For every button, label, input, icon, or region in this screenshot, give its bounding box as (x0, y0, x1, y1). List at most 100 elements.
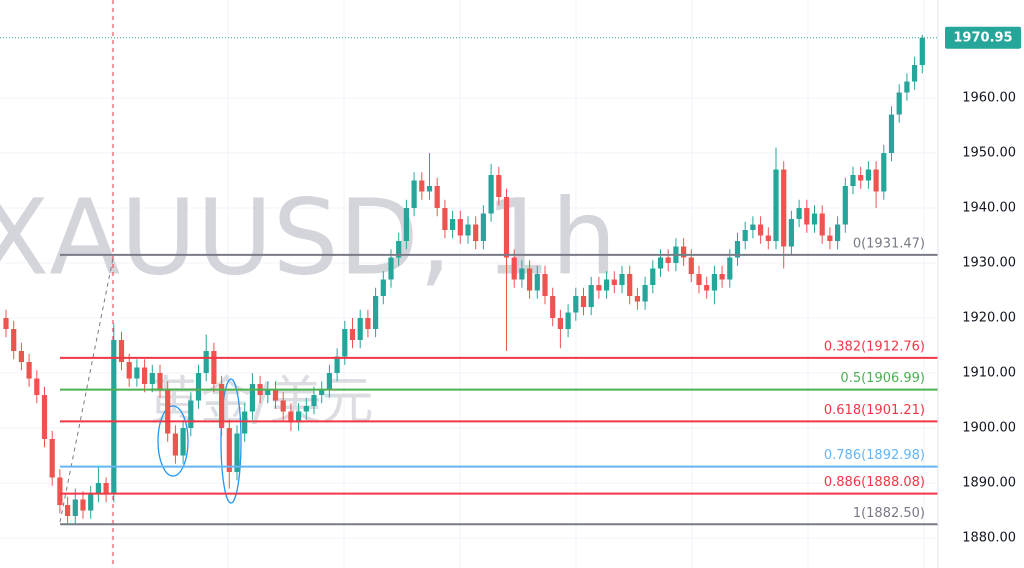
last-price-box (945, 26, 1021, 49)
candle-body (819, 213, 825, 236)
candle-body (411, 180, 417, 209)
y-tick-label: 1920.00 (962, 311, 1016, 326)
candle-body (434, 186, 440, 209)
candle-body (480, 213, 486, 242)
candle-body (781, 169, 787, 247)
candle-body (349, 329, 356, 341)
last-price-label: 1970.95 (953, 30, 1012, 45)
candle-body (734, 241, 741, 258)
candle-body (511, 257, 517, 280)
candle-body (457, 219, 463, 236)
fib-label: 0(1931.47) (853, 236, 925, 251)
highlight-ellipse (220, 378, 242, 504)
candle-body (142, 367, 148, 385)
candle-body (380, 279, 386, 297)
candle-body (711, 274, 717, 291)
candle-body (827, 235, 833, 242)
candle-body (80, 499, 86, 511)
candle-body (580, 296, 587, 308)
candle-body (403, 208, 409, 242)
candle-body (604, 279, 610, 291)
candle-body (919, 37, 925, 66)
candle-body (912, 65, 918, 82)
candle-body (719, 274, 725, 280)
candle-body (788, 219, 794, 247)
y-tick-label: 1890.00 (962, 476, 1016, 491)
candle-body (442, 208, 448, 231)
candle-body (3, 318, 9, 330)
y-tick-label: 1960.00 (962, 91, 1016, 106)
candle-body (242, 411, 248, 434)
candle-body (473, 224, 479, 242)
candle-body (103, 483, 109, 495)
candle-body (727, 257, 733, 280)
candle-body (896, 92, 902, 115)
y-tick-label: 1880.00 (962, 531, 1016, 546)
candle-body (126, 362, 132, 379)
candle-body (696, 274, 702, 286)
candle-body (180, 428, 186, 456)
candle-body (388, 257, 394, 280)
candle-body (634, 296, 640, 302)
candle-body (811, 213, 818, 225)
candle-body (534, 274, 540, 291)
candle-body (211, 351, 217, 385)
watermark-sub: 黄金/美元 (148, 372, 374, 432)
candle-body (681, 246, 687, 258)
candle-body (657, 257, 664, 269)
candle-body (49, 439, 55, 478)
fib-label: 0.5(1906.99) (840, 371, 925, 386)
candle-body (265, 389, 271, 396)
price-axis (938, 0, 1024, 568)
candle-body (57, 477, 63, 506)
fib-label: 0.886(1888.08) (824, 475, 925, 490)
candle-body (157, 373, 163, 390)
candle-body (249, 384, 255, 412)
candle-body (419, 180, 425, 192)
candle-body (134, 367, 140, 379)
candle-body (326, 373, 332, 390)
candle-body (226, 428, 232, 473)
candle-body (527, 268, 533, 291)
trend-line (59, 257, 114, 523)
candle-body (319, 389, 325, 396)
candle-body (188, 400, 194, 429)
candle-body (72, 499, 78, 517)
candle-body (611, 279, 617, 286)
y-tick-label: 1910.00 (962, 366, 1016, 381)
candle-body (272, 389, 279, 401)
candle-body (11, 329, 17, 352)
candle-body (373, 296, 379, 330)
candle-body (26, 362, 32, 379)
candle-body (773, 169, 779, 242)
candle-body (203, 351, 209, 374)
candle-body (804, 208, 810, 225)
candle-body (34, 378, 40, 396)
fib-label: 0.786(1892.98) (824, 448, 925, 463)
candle-body (41, 395, 48, 440)
candle-body (542, 274, 548, 297)
candle-body (503, 197, 510, 258)
candle-body (450, 219, 456, 231)
candle-body (334, 356, 340, 374)
candle-body (665, 257, 671, 264)
candle-body (796, 208, 802, 220)
candle-body (18, 351, 24, 363)
candle-body (396, 241, 402, 258)
candle-body (296, 411, 302, 423)
candle-body (165, 389, 171, 434)
candle-body (650, 268, 656, 286)
candle-body (758, 224, 764, 236)
candle-body (688, 257, 694, 275)
candle-body (365, 318, 371, 330)
candle-body (557, 318, 563, 330)
candle-body (195, 373, 202, 401)
candle-body (426, 186, 433, 192)
candle-body (596, 285, 602, 291)
fib-label: 1(1882.50) (853, 506, 925, 521)
candle-body (588, 285, 594, 308)
candle-body (765, 235, 771, 242)
candle-body (865, 169, 871, 181)
